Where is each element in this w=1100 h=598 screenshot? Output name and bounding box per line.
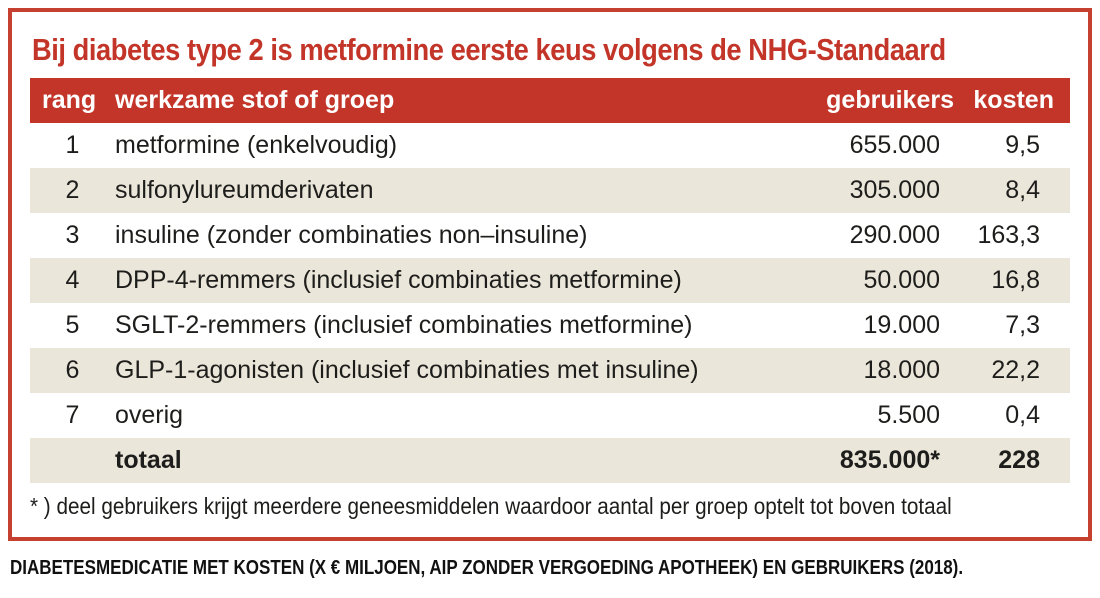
table-header-row: rang werkzame stof of groep gebruikers k…: [30, 78, 1070, 123]
header-costs: kosten: [973, 86, 1054, 114]
row-substance: overig: [115, 401, 184, 429]
row-rank: 6: [65, 356, 80, 384]
row-costs: 163,3: [977, 221, 1040, 249]
row-substance: metformine (enkelvoudig): [115, 131, 398, 159]
row-rank: 3: [65, 221, 80, 249]
row-costs: 0,4: [1005, 401, 1040, 429]
table-row: 4 DPP-4-remmers (inclusief combinaties m…: [30, 258, 1070, 303]
figure-title: Bij diabetes type 2 is metformine eerste…: [32, 32, 946, 67]
figure-caption: DIABETESMEDICATIE MET KOSTEN (X € MILJOE…: [10, 557, 964, 579]
row-substance: SGLT-2-remmers (inclusief combinaties me…: [115, 311, 693, 339]
row-users: 305.000: [849, 176, 940, 204]
header-rank: rang: [42, 86, 97, 114]
row-substance: GLP-1-agonisten (inclusief combinaties m…: [115, 356, 699, 384]
table-row: 3 insuline (zonder combinaties non–insul…: [30, 213, 1070, 258]
header-users: gebruikers: [826, 86, 954, 114]
row-users: 19.000: [863, 311, 940, 339]
row-costs: 9,5: [1005, 131, 1040, 159]
total-users: 835.000*: [839, 446, 940, 474]
row-rank: 2: [65, 176, 80, 204]
row-rank: 7: [65, 401, 80, 429]
row-substance: sulfonylureumderivaten: [115, 176, 374, 204]
footnote: * ) deel gebruikers krijgt meerdere gene…: [30, 493, 952, 519]
table-row: 5 SGLT-2-remmers (inclusief combinaties …: [30, 303, 1070, 348]
row-costs: 16,8: [991, 266, 1040, 294]
row-costs: 22,2: [991, 356, 1040, 384]
row-users: 5.500: [877, 401, 940, 429]
total-costs: 228: [998, 446, 1040, 474]
row-substance: insuline (zonder combinaties non–insulin…: [115, 221, 588, 249]
row-rank: 4: [65, 266, 80, 294]
row-costs: 7,3: [1005, 311, 1040, 339]
row-costs: 8,4: [1005, 176, 1040, 204]
header-substance: werkzame stof of groep: [115, 86, 395, 114]
table-row: 1 metformine (enkelvoudig) 655.000 9,5: [30, 123, 1070, 168]
row-substance: DPP-4-remmers (inclusief combinaties met…: [115, 266, 682, 294]
table-card: Bij diabetes type 2 is metformine eerste…: [8, 8, 1092, 541]
table-body: 1 metformine (enkelvoudig) 655.000 9,5 2…: [30, 123, 1070, 438]
table-row: 7 overig 5.500 0,4: [30, 393, 1070, 438]
row-rank: 1: [65, 131, 80, 159]
row-users: 50.000: [863, 266, 940, 294]
row-users: 655.000: [849, 131, 940, 159]
total-label: totaal: [115, 446, 182, 474]
table-row: 2 sulfonylureumderivaten 305.000 8,4: [30, 168, 1070, 213]
row-rank: 5: [65, 311, 80, 339]
table-row: 6 GLP-1-agonisten (inclusief combinaties…: [30, 348, 1070, 393]
table-total-row: totaal 835.000* 228: [30, 438, 1070, 483]
row-users: 290.000: [849, 221, 940, 249]
row-users: 18.000: [863, 356, 940, 384]
